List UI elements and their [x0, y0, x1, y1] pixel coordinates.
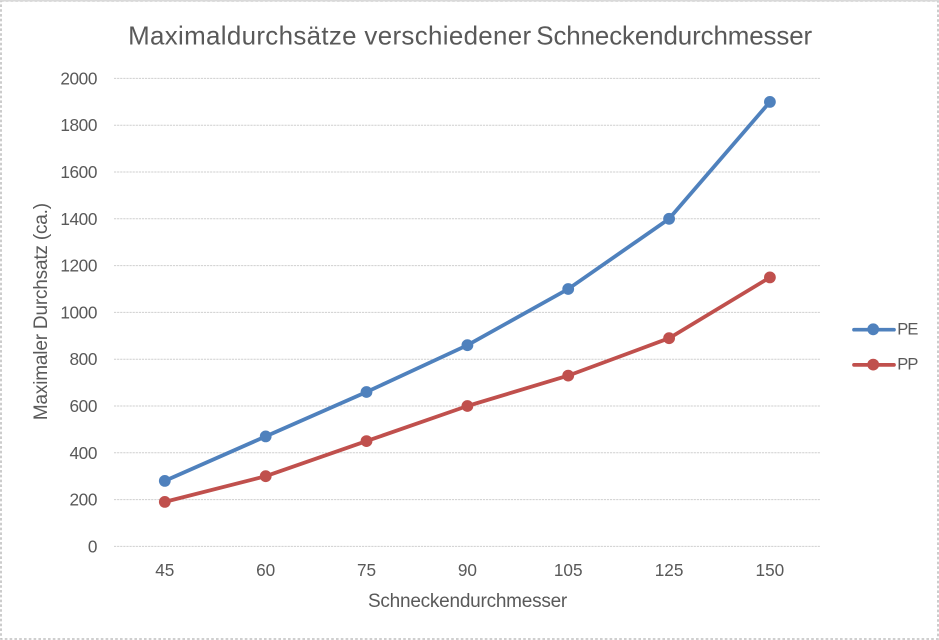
svg-text:200: 200	[70, 490, 97, 510]
svg-text:75: 75	[357, 560, 376, 580]
svg-text:1200: 1200	[60, 256, 97, 276]
svg-text:125: 125	[655, 560, 684, 580]
svg-text:Schneckendurchmesser: Schneckendurchmesser	[368, 591, 568, 612]
svg-text:45: 45	[155, 560, 174, 580]
svg-text:0: 0	[88, 536, 97, 556]
svg-text:800: 800	[70, 349, 97, 369]
svg-text:90: 90	[458, 560, 477, 580]
svg-text:Maximaldurchsätze verschiedene: Maximaldurchsätze verschiedener Schnecken…	[128, 23, 812, 51]
svg-text:Maximaler Durchsatz (ca.): Maximaler Durchsatz (ca.)	[31, 203, 52, 420]
svg-text:105: 105	[554, 560, 583, 580]
svg-text:1000: 1000	[60, 302, 97, 322]
svg-text:PP: PP	[897, 356, 918, 374]
svg-text:1600: 1600	[60, 162, 97, 182]
svg-text:400: 400	[70, 443, 97, 463]
svg-text:60: 60	[256, 560, 275, 580]
svg-text:2000: 2000	[60, 68, 97, 88]
svg-text:PE: PE	[897, 321, 918, 339]
svg-text:150: 150	[756, 560, 785, 580]
svg-text:1400: 1400	[60, 209, 97, 229]
svg-text:600: 600	[70, 396, 97, 416]
svg-text:1800: 1800	[60, 115, 97, 135]
